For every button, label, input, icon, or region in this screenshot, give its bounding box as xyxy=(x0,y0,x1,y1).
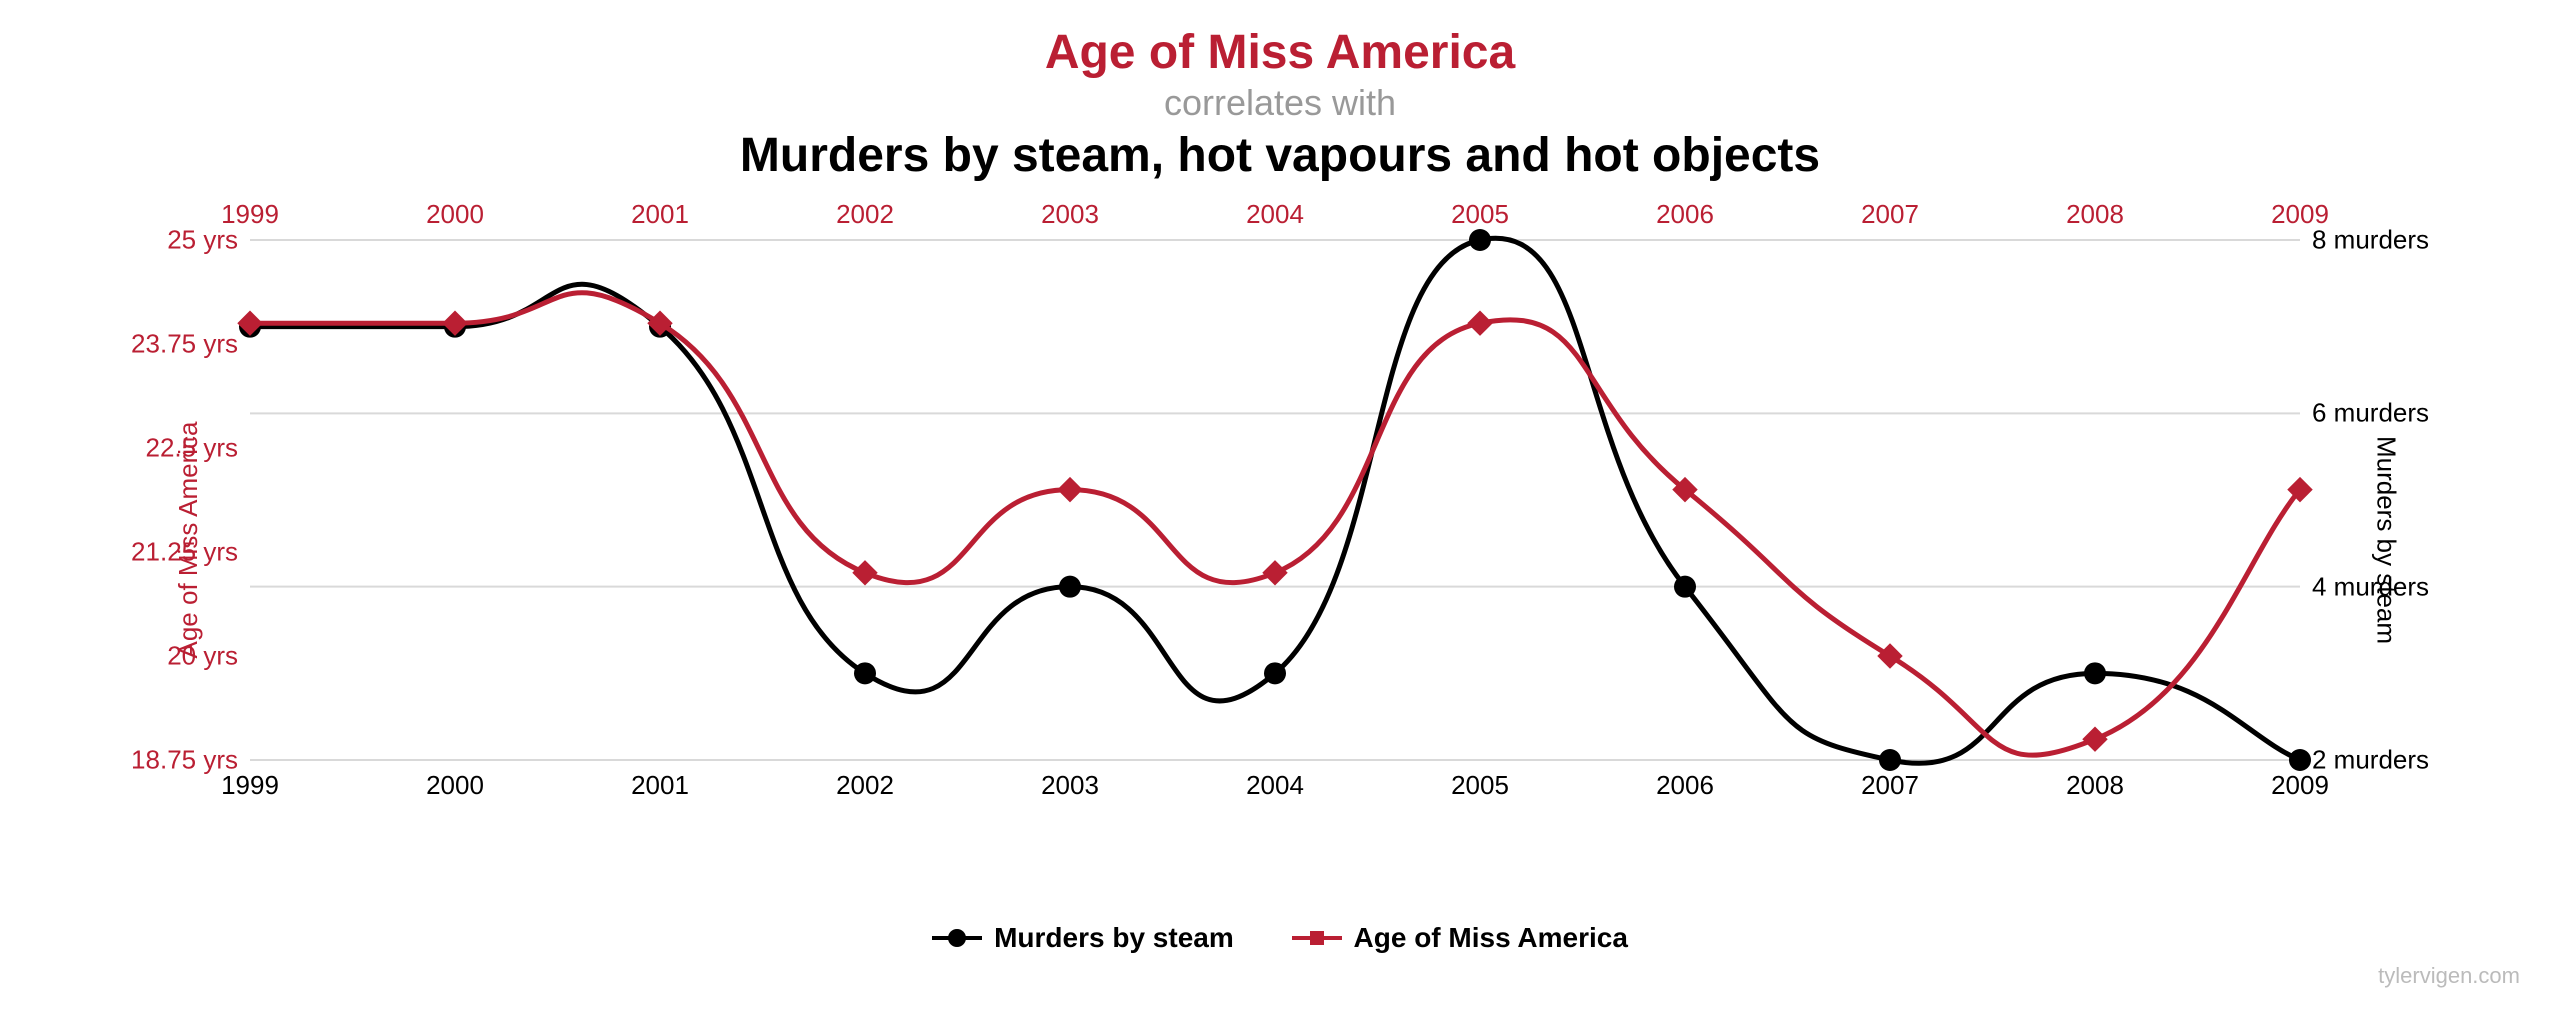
data-point-murders xyxy=(1059,576,1081,598)
x-tick-top: 2005 xyxy=(1451,199,1509,240)
chart-container: Age of Miss America Murders by steam 18.… xyxy=(50,210,2510,869)
data-point-age xyxy=(2082,726,2107,751)
y-tick-right: 6 murders xyxy=(2300,398,2429,429)
x-tick-bottom: 2004 xyxy=(1246,760,1304,801)
title-subtitle: correlates with xyxy=(0,82,2560,124)
x-tick-top: 2002 xyxy=(836,199,894,240)
x-tick-top: 2008 xyxy=(2066,199,2124,240)
series-line-age xyxy=(250,293,2300,755)
x-tick-bottom: 1999 xyxy=(221,760,279,801)
legend-label: Murders by steam xyxy=(994,922,1234,954)
y-tick-left: 23.75 yrs xyxy=(131,329,250,360)
x-tick-top: 1999 xyxy=(221,199,279,240)
x-tick-bottom: 2008 xyxy=(2066,760,2124,801)
series-line-murders xyxy=(250,238,2300,763)
legend: Murders by steam Age of Miss America xyxy=(0,915,2560,954)
data-point-murders xyxy=(854,662,876,684)
x-tick-top: 2009 xyxy=(2271,199,2329,240)
title-block: Age of Miss America correlates with Murd… xyxy=(0,0,2560,183)
data-point-murders xyxy=(1264,662,1286,684)
x-tick-bottom: 2005 xyxy=(1451,760,1509,801)
plot-area: 18.75 yrs20 yrs21.25 yrs22.5 yrs23.75 yr… xyxy=(250,240,2300,760)
x-tick-bottom: 2001 xyxy=(631,760,689,801)
title-line-1: Age of Miss America xyxy=(0,25,2560,80)
x-tick-top: 2003 xyxy=(1041,199,1099,240)
circle-marker-icon xyxy=(948,929,966,947)
data-point-age xyxy=(852,560,877,585)
x-tick-bottom: 2006 xyxy=(1656,760,1714,801)
y-axis-right-label: Murders by steam xyxy=(2370,435,2401,643)
legend-label: Age of Miss America xyxy=(1354,922,1628,954)
x-tick-top: 2000 xyxy=(426,199,484,240)
legend-item-age: Age of Miss America xyxy=(1292,922,1628,954)
data-point-age xyxy=(1467,310,1492,335)
data-point-age xyxy=(1262,560,1287,585)
x-tick-top: 2001 xyxy=(631,199,689,240)
y-tick-left: 21.25 yrs xyxy=(131,537,250,568)
x-tick-bottom: 2002 xyxy=(836,760,894,801)
x-tick-bottom: 2003 xyxy=(1041,760,1099,801)
diamond-marker-icon xyxy=(1310,931,1324,945)
y-tick-left: 20 yrs xyxy=(167,641,250,672)
title-line-2: Murders by steam, hot vapours and hot ob… xyxy=(0,128,2560,183)
y-tick-right: 4 murders xyxy=(2300,571,2429,602)
y-tick-left: 22.5 yrs xyxy=(146,433,251,464)
x-tick-bottom: 2009 xyxy=(2271,760,2329,801)
x-tick-top: 2007 xyxy=(1861,199,1919,240)
data-point-age xyxy=(1877,643,1902,668)
x-tick-top: 2006 xyxy=(1656,199,1714,240)
data-point-murders xyxy=(1674,576,1696,598)
legend-item-murders: Murders by steam xyxy=(932,922,1234,954)
x-tick-top: 2004 xyxy=(1246,199,1304,240)
x-tick-bottom: 2007 xyxy=(1861,760,1919,801)
attribution-text: tylervigen.com xyxy=(2378,963,2520,989)
x-tick-bottom: 2000 xyxy=(426,760,484,801)
data-point-murders xyxy=(2084,662,2106,684)
data-point-age xyxy=(1057,477,1082,502)
